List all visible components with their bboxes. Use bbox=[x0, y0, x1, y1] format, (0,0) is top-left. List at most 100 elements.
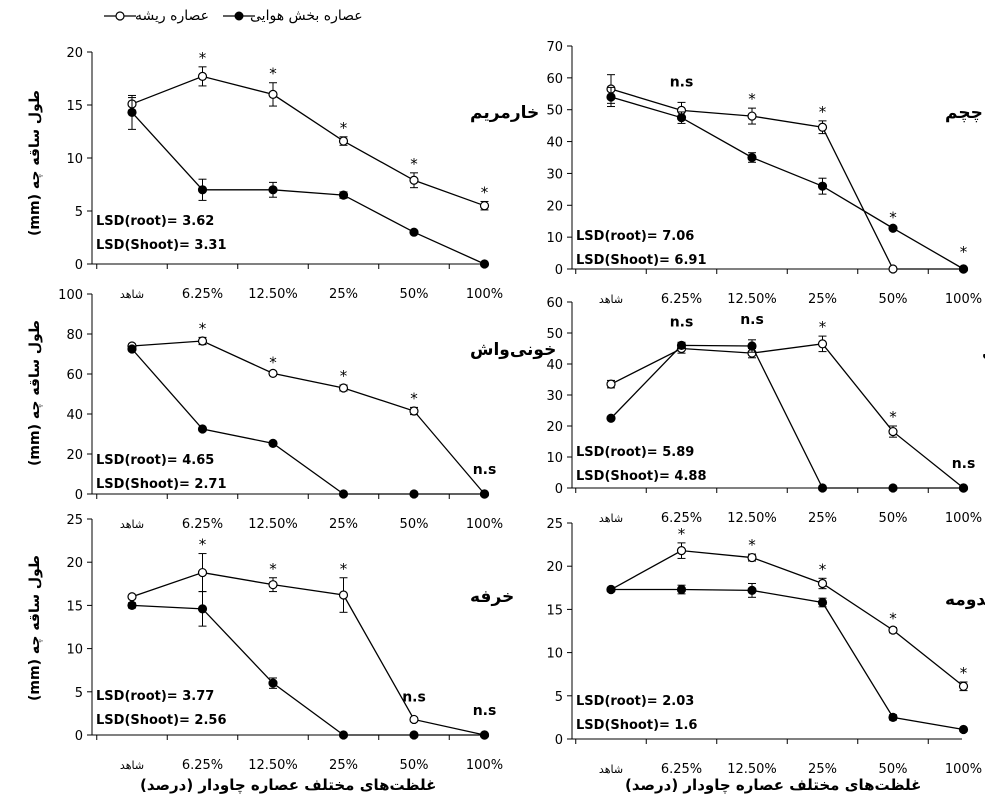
series-line-shoot bbox=[611, 588, 964, 731]
data-point-root bbox=[268, 580, 278, 590]
panel-title: خونی‌واش bbox=[470, 340, 556, 360]
x-tick-label: 6.25% bbox=[661, 511, 702, 526]
y-tick-label: 40 bbox=[546, 136, 563, 151]
significance-label: * bbox=[819, 103, 827, 121]
significance-label: * bbox=[269, 65, 277, 83]
data-point-shoot bbox=[127, 107, 137, 118]
series-line-root bbox=[610, 88, 964, 270]
series-line-shoot bbox=[610, 344, 964, 489]
panel-title: خارمریم bbox=[470, 103, 539, 123]
data-point-root bbox=[127, 592, 137, 602]
data-point-shoot bbox=[606, 413, 616, 423]
data-point-shoot bbox=[479, 259, 490, 269]
data-point-shoot bbox=[197, 604, 208, 614]
data-point-root bbox=[958, 681, 969, 691]
data-point-root bbox=[338, 383, 349, 393]
lsd-root-label: LSD(root)= 2.03 bbox=[576, 694, 694, 709]
chart-panel-4: 0 10 20 30 40 50 60 شاهد 6.25% 12.50% 25% 50% 100% n.… bbox=[546, 296, 985, 526]
lsd-root-label: LSD(root)= 7.06 bbox=[576, 229, 694, 244]
significance-label: n.s bbox=[402, 690, 426, 706]
x-tick-label: 25% bbox=[329, 517, 358, 532]
y-tick-label: 25 bbox=[546, 517, 563, 532]
data-point-shoot bbox=[958, 264, 969, 274]
x-tick-label: 6.25% bbox=[182, 758, 223, 773]
legend-shoot-marker bbox=[223, 11, 255, 21]
series-line-root bbox=[131, 75, 485, 207]
data-point-root bbox=[888, 426, 898, 437]
data-point-shoot bbox=[888, 223, 898, 233]
data-point-shoot bbox=[197, 185, 208, 195]
x-axis-title-left: غلظت‌های مختلف عصاره چاودار (درصد) bbox=[140, 776, 437, 794]
y-tick-label: 25 bbox=[66, 513, 83, 528]
y-tick-label: 10 bbox=[546, 451, 563, 466]
significance-label: * bbox=[269, 560, 277, 578]
y-tick-label: 0 bbox=[555, 263, 563, 278]
series-line-shoot bbox=[131, 604, 485, 736]
x-tick-label: 6.25% bbox=[661, 762, 702, 777]
x-tick-label: شاهد bbox=[599, 763, 623, 776]
y-tick-label: 0 bbox=[75, 488, 83, 503]
significance-label: * bbox=[410, 155, 418, 173]
y-tick-label: 20 bbox=[546, 199, 563, 214]
data-point-shoot bbox=[817, 181, 828, 191]
data-point-shoot bbox=[409, 227, 419, 237]
legend-shoot: عصاره بخش هوایی bbox=[250, 8, 363, 24]
x-tick-label: شاهد bbox=[120, 518, 144, 531]
data-point-root bbox=[747, 552, 757, 563]
y-tick-label: 80 bbox=[66, 328, 83, 343]
data-point-root bbox=[197, 71, 208, 81]
series-line-shoot bbox=[131, 348, 485, 495]
x-tick-label: 25% bbox=[808, 292, 837, 307]
legend-root-marker bbox=[104, 11, 136, 21]
x-tick-label: 100% bbox=[945, 292, 982, 307]
y-tick-label: 15 bbox=[66, 599, 83, 614]
significance-label: * bbox=[340, 560, 348, 578]
series-line-root bbox=[610, 343, 964, 489]
y-tick-label: 20 bbox=[546, 560, 563, 575]
chart-panel-6: 0 5 10 15 20 25 شاهد 6.25% 12.50% 25% 50% 100% * * * * *… bbox=[546, 517, 985, 777]
chart-panel-2: 0 10 20 30 40 50 60 70 شاهد 6.25% 12.50% 25% 50% 100%… bbox=[546, 40, 982, 307]
x-tick-label: 100% bbox=[945, 762, 982, 777]
x-tick-label: 12.50% bbox=[727, 292, 777, 307]
data-point-root bbox=[338, 136, 349, 146]
y-tick-label: 0 bbox=[75, 258, 83, 273]
lsd-shoot-label: LSD(Shoot)= 4.88 bbox=[576, 469, 707, 484]
x-tick-label: 12.50% bbox=[248, 517, 298, 532]
x-tick-label: 50% bbox=[879, 762, 908, 777]
x-tick-label: 6.25% bbox=[182, 287, 223, 302]
x-tick-label: 50% bbox=[400, 758, 429, 773]
data-point-root bbox=[409, 714, 419, 725]
panel-title: قدومه bbox=[945, 590, 985, 610]
x-tick-label: 50% bbox=[400, 517, 429, 532]
panel-title: خردل وحشی bbox=[982, 342, 985, 362]
y-tick-label: 0 bbox=[555, 733, 563, 748]
lsd-root-label: LSD(root)= 5.89 bbox=[576, 445, 694, 460]
y-axis-title-3: طول ساقه چه (mm) bbox=[27, 555, 43, 701]
y-tick-label: 15 bbox=[66, 99, 83, 114]
data-point-shoot bbox=[268, 438, 278, 448]
legend-root-label: عصاره ریشه bbox=[135, 8, 209, 24]
panel-title: خرفه bbox=[470, 587, 514, 607]
significance-label: * bbox=[199, 49, 207, 67]
data-point-root bbox=[197, 567, 208, 578]
significance-label: * bbox=[819, 560, 827, 578]
y-tick-label: 60 bbox=[546, 72, 563, 87]
significance-label: * bbox=[748, 90, 756, 108]
y-tick-label: 10 bbox=[546, 647, 563, 662]
data-point-shoot bbox=[606, 92, 616, 102]
lsd-shoot-label: LSD(Shoot)= 2.71 bbox=[96, 477, 227, 492]
legend-shoot-label: عصاره بخش هوایی bbox=[250, 8, 363, 24]
data-point-shoot bbox=[747, 585, 757, 595]
data-point-shoot bbox=[676, 584, 687, 595]
data-point-shoot bbox=[747, 152, 757, 163]
significance-label: * bbox=[340, 119, 348, 137]
x-tick-label: شاهد bbox=[599, 512, 623, 525]
lsd-shoot-label: LSD(Shoot)= 2.56 bbox=[96, 713, 227, 728]
x-tick-label: 12.50% bbox=[248, 758, 298, 773]
significance-label: n.s bbox=[473, 462, 497, 478]
y-tick-label: 20 bbox=[66, 46, 83, 61]
series-line-shoot bbox=[610, 96, 964, 270]
significance-label: * bbox=[819, 318, 827, 336]
y-axis-title-2: طول ساقه چه (mm) bbox=[27, 320, 43, 466]
